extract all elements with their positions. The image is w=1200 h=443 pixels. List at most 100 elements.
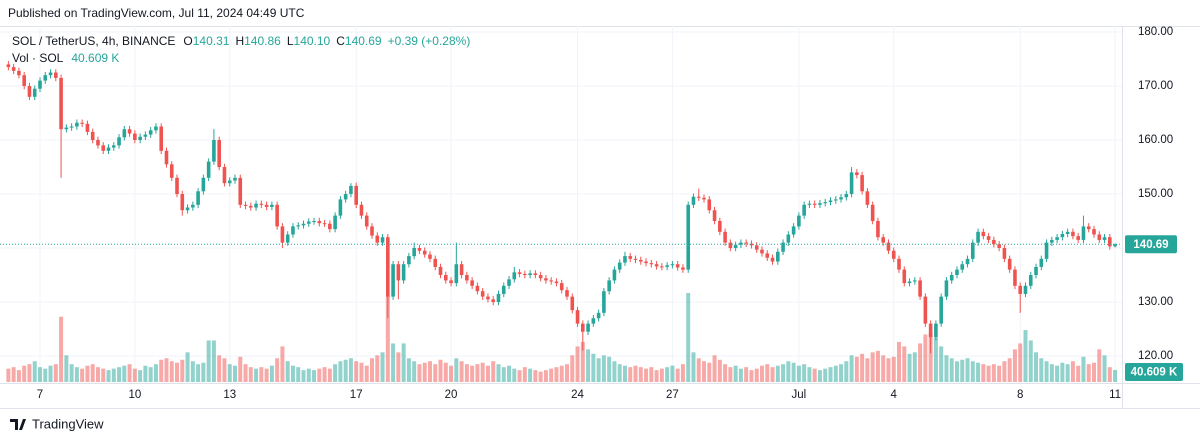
volume-bar [744, 367, 749, 382]
candle-body [818, 203, 822, 205]
volume-bar [759, 365, 764, 382]
candle-body [997, 244, 1001, 249]
candle-body [396, 264, 401, 281]
volume-bar [427, 361, 432, 382]
volume-bar [1002, 361, 1007, 382]
candle-body [728, 242, 733, 249]
candle-body [565, 290, 569, 297]
candle-body [638, 259, 643, 262]
volume-bar [738, 368, 743, 382]
volume-bar [781, 364, 786, 382]
value-low: 140.10 [294, 34, 331, 48]
volume-bar [438, 359, 443, 382]
volume-bar [64, 355, 69, 382]
key-low: L [287, 34, 294, 48]
candle-body [770, 257, 775, 262]
volume-bar [475, 364, 480, 382]
candle-body [1055, 237, 1059, 240]
published-note: Published on TradingView.com, Jul 11, 20… [8, 6, 305, 20]
candle-body [760, 249, 764, 254]
candle-body [660, 266, 664, 268]
volume-bar [1070, 361, 1075, 382]
candle-body [354, 185, 358, 205]
candle-body [85, 123, 90, 132]
candle-body [623, 256, 627, 263]
candle-body [391, 264, 395, 297]
candle-body [686, 204, 691, 270]
candle-body [1044, 242, 1049, 259]
volume-bar [1076, 365, 1081, 382]
candle-body [117, 137, 121, 146]
volume-bar [69, 364, 74, 382]
candle-body [1039, 258, 1044, 267]
volume-bar [90, 364, 95, 382]
candle-body [554, 281, 559, 284]
volume-bar [117, 367, 122, 382]
candle-body [296, 225, 301, 227]
candle-body [1081, 226, 1086, 240]
candle-body [243, 204, 248, 206]
volume-bar [586, 349, 591, 382]
candle-body [375, 235, 380, 243]
volume-bar [211, 340, 216, 382]
candle-body [586, 323, 590, 332]
volume-bar [549, 368, 554, 382]
candle-body [180, 194, 185, 211]
volume-bar [543, 370, 548, 382]
candle-body [370, 226, 374, 236]
volume-bar [1060, 362, 1065, 382]
volume-bar [1102, 355, 1107, 382]
candle-body [443, 275, 448, 281]
volume-bar [580, 341, 585, 382]
candle-body [270, 204, 274, 207]
volume-bar [169, 361, 174, 382]
volume-bar [638, 367, 643, 382]
volume-bar [554, 367, 559, 382]
volume-bar [1065, 364, 1070, 382]
candle-body [43, 75, 48, 81]
volume-bar [111, 368, 116, 382]
volume-bar [470, 365, 475, 382]
candle-body [59, 77, 63, 130]
x-tick-label: 27 [666, 389, 679, 401]
candle-body [891, 250, 896, 259]
candle-body [322, 223, 327, 225]
candle-body [965, 258, 970, 265]
candle-body [559, 283, 564, 291]
candle-body [849, 172, 854, 195]
volume-bar [1055, 365, 1060, 382]
candle-body [833, 199, 838, 201]
volume-bar [812, 368, 817, 382]
x-tick-label: 24 [571, 389, 584, 401]
candle-body [191, 204, 195, 208]
candle-body [154, 126, 158, 131]
candle-body [870, 204, 875, 222]
candle-body [1108, 237, 1112, 247]
marks [0, 61, 1122, 382]
volume-bar [370, 358, 375, 382]
candle-body [549, 280, 553, 282]
candle-body [185, 207, 190, 211]
candle-body [533, 273, 538, 276]
candle-body [401, 264, 406, 281]
volume-bar [633, 365, 638, 382]
volume-bar [417, 364, 422, 382]
candle-body [412, 248, 416, 257]
volume-bar [691, 352, 696, 382]
volume-bar [412, 361, 417, 382]
candle-body [1076, 236, 1080, 240]
volume-bar [148, 367, 153, 382]
volume-bar [512, 368, 517, 382]
volume-bar [238, 356, 243, 382]
last-price-badge [1125, 235, 1177, 254]
volume-bar [275, 358, 280, 382]
volume-bar [364, 365, 369, 382]
candle-body [839, 197, 843, 200]
volume-bar [986, 365, 991, 382]
volume-bar [501, 367, 506, 382]
volume-bar [85, 365, 90, 382]
volume-bar [95, 367, 100, 382]
candle-body [955, 269, 959, 276]
candle-body [791, 226, 796, 235]
volume-bar [538, 371, 543, 382]
